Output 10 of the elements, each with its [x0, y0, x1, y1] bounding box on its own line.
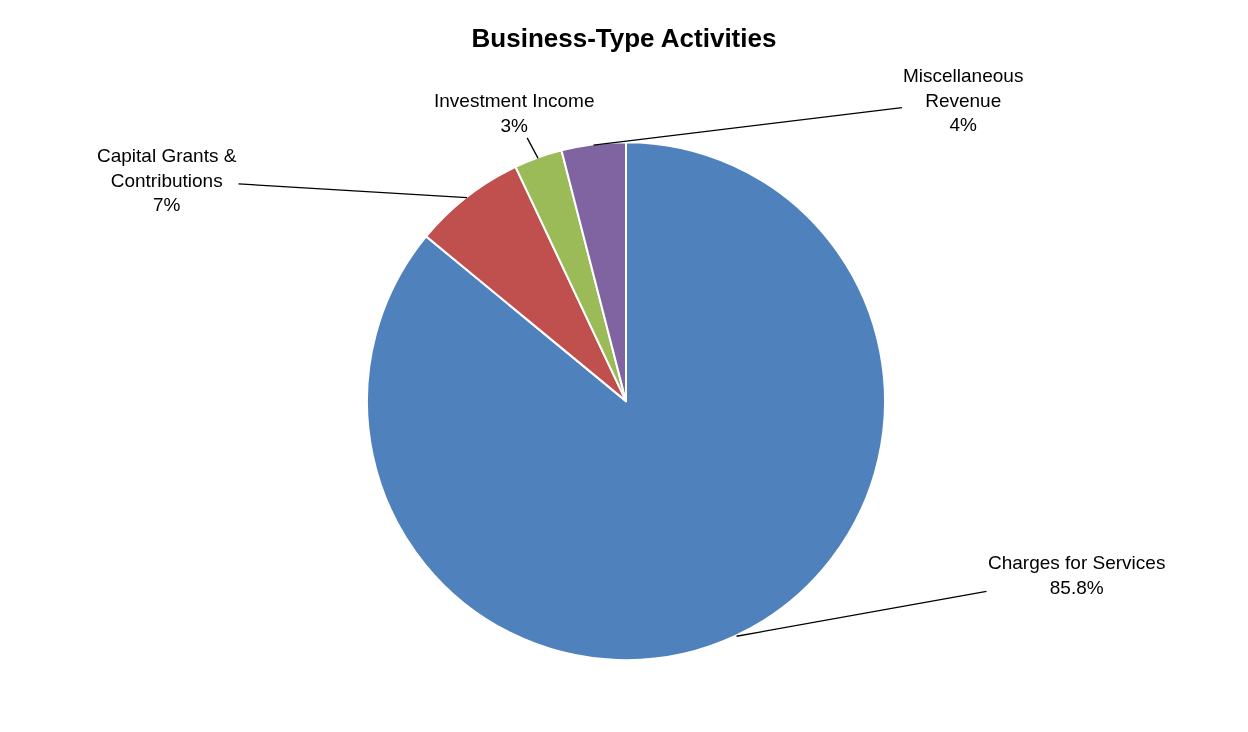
slice-label: Charges for Services [988, 552, 1166, 573]
slice-label: Investment Income [434, 90, 595, 111]
pie-slice [366, 141, 886, 661]
slice-label: Miscellaneous Revenue [903, 65, 1024, 111]
data-label: 85.8% [1049, 576, 1104, 598]
data-label: 3% [500, 114, 529, 136]
chart-title: Business-Type Activities [471, 23, 777, 54]
data-label: 4% [949, 114, 978, 136]
slice-label: Capital Grants & Contributions [97, 145, 237, 191]
data-label: 7% [152, 194, 181, 216]
